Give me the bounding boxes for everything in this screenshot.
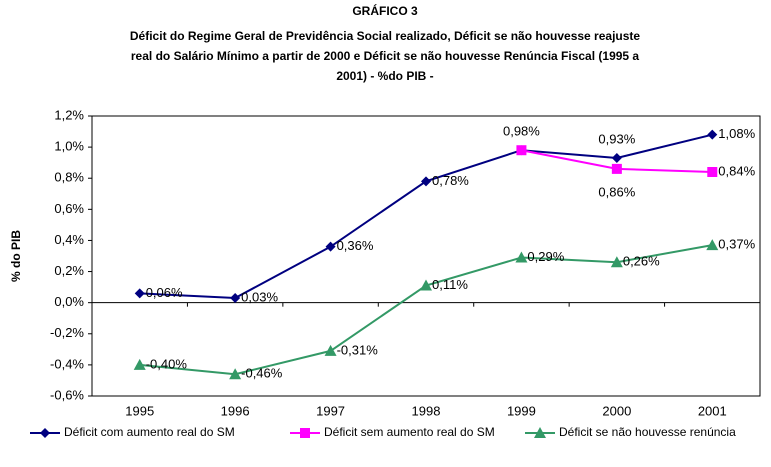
marker [230,293,241,303]
marker [611,153,622,163]
data-label: 0,78% [432,173,469,188]
data-label: 0,06% [146,285,183,300]
data-label: 0,37% [718,237,755,252]
marker [324,344,337,356]
legend-label: Déficit se não houvesse renúncia [559,425,736,439]
data-label: 0,29% [527,249,564,264]
marker [706,239,719,251]
data-label: 0,36% [337,238,374,253]
data-label: 0,93% [598,131,635,146]
x-tick-label: 1999 [507,403,536,418]
chart-subtitle: Déficit do Regime Geral de Previdência S… [130,29,641,43]
data-label: -0,40% [146,356,188,371]
y-tick-label: 0,2% [54,263,84,278]
y-tick-label: 0,4% [54,232,84,247]
x-tick-label: 1995 [125,403,154,418]
y-axis-label: % do PIB [9,230,23,282]
data-label: 0,84% [718,163,755,178]
data-label: 0,98% [503,124,540,139]
marker [707,129,718,140]
chart-subtitle: real do Salário Mínimo a partir de 2000 … [131,49,640,63]
x-tick-label: 2001 [698,403,727,418]
legend-marker [300,428,310,438]
marker [421,176,431,187]
x-tick-label: 2000 [602,403,631,418]
x-tick-label: 1997 [316,403,345,418]
marker [611,163,622,174]
chart-subtitle: 2001) - %do PIB - [336,69,433,83]
data-label: -0,46% [241,366,283,381]
y-tick-label: -0,6% [50,387,84,402]
marker [515,251,528,263]
marker [516,145,527,156]
x-tick-label: 1996 [221,403,250,418]
data-label: 1,08% [718,126,755,141]
legend-label: Déficit sem aumento real do SM [324,425,495,439]
y-tick-label: 1,0% [54,139,84,154]
marker [610,256,623,268]
marker [325,241,336,252]
data-label: -0,31% [337,342,379,357]
marker [229,368,242,380]
y-tick-label: 1,2% [54,107,84,122]
x-tick-label: 1998 [412,403,441,418]
legend-marker [40,428,50,438]
data-label: 0,26% [623,254,660,269]
data-label: 0,11% [432,277,468,292]
series-line [139,133,713,300]
marker [420,279,432,291]
marker [707,167,718,177]
y-tick-label: 0,6% [54,201,84,216]
y-tick-label: 0,0% [54,294,84,309]
y-tick-label: -0,2% [50,325,84,340]
data-label: 0,03% [241,289,278,304]
y-tick-label: -0,4% [50,356,84,371]
marker [133,358,146,370]
legend-label: Déficit com aumento real do SM [64,425,235,439]
plot-area [91,115,761,397]
legend-marker [534,427,546,438]
data-label: 0,86% [598,184,635,199]
y-tick-label: 0,8% [54,170,84,185]
marker [134,288,145,299]
chart-title: GRÁFICO 3 [352,3,418,18]
